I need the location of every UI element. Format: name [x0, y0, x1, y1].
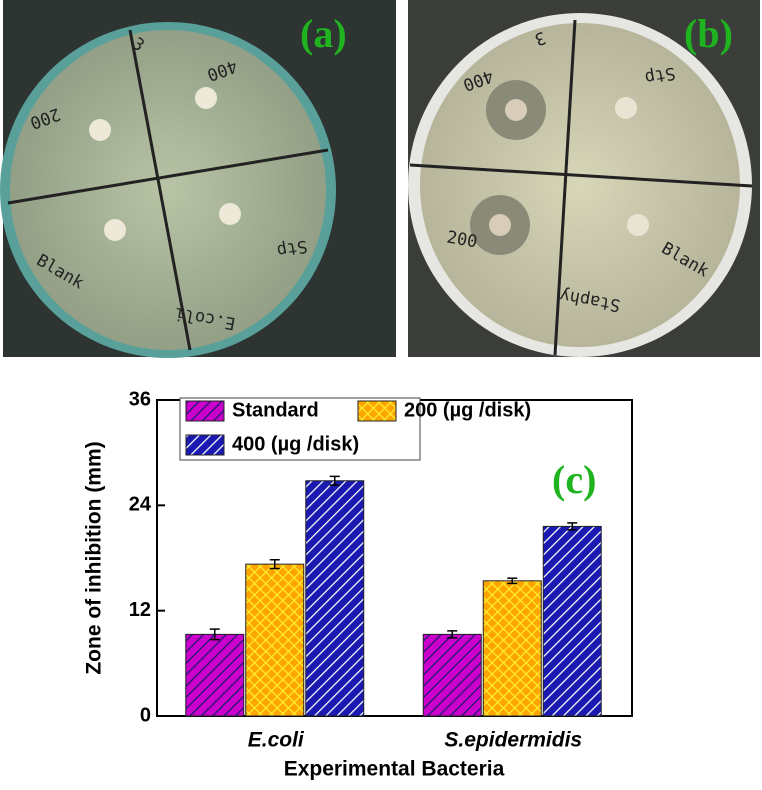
bar — [542, 525, 602, 717]
error-bar — [329, 475, 340, 486]
bar — [185, 633, 245, 717]
y-tick-label: 12 — [129, 599, 151, 621]
bar — [422, 633, 482, 717]
error-bar — [269, 559, 280, 570]
y-axis-title: Zone of inhibition (mm) — [83, 441, 106, 674]
error-bar — [567, 522, 578, 531]
panel-label: (c) — [552, 457, 596, 502]
legend-swatch — [185, 434, 225, 456]
legend-swatch — [185, 400, 225, 422]
x-tick-label: E.coli — [248, 729, 305, 752]
panel-label: (a) — [300, 11, 347, 56]
chart: Zone of inhibition (mm) Experimental Bac… — [83, 388, 633, 781]
bar — [305, 480, 365, 717]
x-axis-title: Experimental Bacteria — [284, 758, 505, 781]
y-tick-label: 36 — [129, 388, 151, 410]
photo-a — [0, 0, 396, 358]
y-tick-label: 0 — [140, 704, 151, 726]
legend-label: 400 (µg /disk) — [232, 433, 359, 455]
panel-label: (b) — [684, 11, 733, 56]
bar — [245, 563, 305, 717]
error-bar — [209, 628, 220, 641]
error-bar — [447, 630, 458, 639]
legend-swatch — [357, 400, 397, 422]
x-tick-label: S.epidermidis — [444, 729, 582, 752]
photo-b — [408, 0, 760, 357]
legend-label: 200 (µg /disk) — [404, 399, 531, 421]
bar — [482, 580, 542, 717]
legend-label: Standard — [232, 399, 319, 421]
y-tick-label: 24 — [129, 494, 152, 516]
legend: Standard 200 (µg /disk) 400 (µg /disk) — [179, 397, 531, 461]
error-bar — [507, 577, 518, 585]
